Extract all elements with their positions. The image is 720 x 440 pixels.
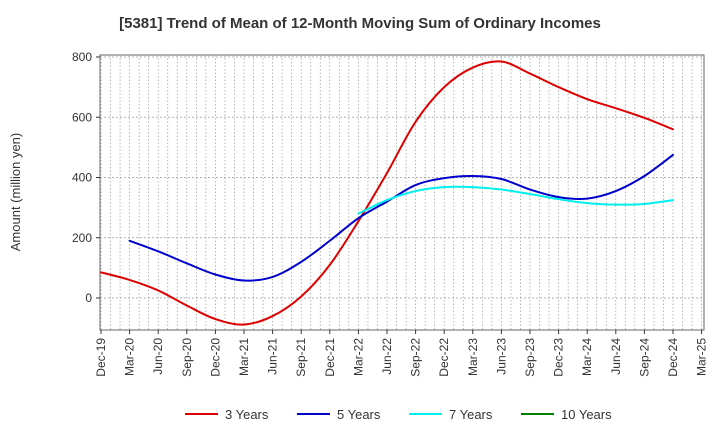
y-tick-label: 400 <box>72 171 92 185</box>
x-tick-label: Dec-20 <box>208 338 222 377</box>
chart-title: [5381] Trend of Mean of 12-Month Moving … <box>119 15 601 32</box>
legend-label: 7 Years <box>449 407 493 422</box>
x-tick-label: Sep-24 <box>637 338 651 377</box>
x-tick-label: Mar-23 <box>466 338 480 376</box>
x-tick-label: Jun-24 <box>609 338 623 375</box>
y-tick-label: 0 <box>85 291 92 305</box>
legend-item-5-years: 5 Years <box>297 407 381 422</box>
x-tick-label: Jun-23 <box>494 338 508 375</box>
x-tick-label: Dec-21 <box>323 338 337 377</box>
x-tick-label: Jun-20 <box>151 338 165 375</box>
legend-item-10-years: 10 Years <box>521 407 612 422</box>
x-tick-label: Mar-25 <box>695 338 709 376</box>
x-tick-label: Mar-24 <box>580 338 594 376</box>
x-tick-label: Mar-20 <box>123 338 137 376</box>
x-tick-label: Jun-21 <box>266 338 280 375</box>
x-tick-label: Dec-24 <box>666 338 680 377</box>
y-tick-label: 200 <box>72 231 92 245</box>
y-tick-label: 800 <box>72 50 92 64</box>
x-tick-label: Sep-23 <box>523 338 537 377</box>
x-tick-label: Mar-22 <box>351 338 365 376</box>
x-tick-label: Sep-21 <box>294 338 308 377</box>
x-tick-label: Dec-22 <box>437 338 451 377</box>
legend-item-7-years: 7 Years <box>409 407 493 422</box>
legend-label: 10 Years <box>561 407 612 422</box>
x-tick-label: Sep-20 <box>180 338 194 377</box>
legend-label: 5 Years <box>337 407 381 422</box>
series-line-7-years <box>357 185 674 215</box>
x-tick-label: Sep-22 <box>409 338 423 377</box>
y-axis-label: Amount (million yen) <box>8 133 23 252</box>
legend-item-3-years: 3 Years <box>185 407 269 422</box>
y-tick-label: 600 <box>72 110 92 124</box>
x-tick-label: Dec-19 <box>94 338 108 377</box>
series-line-3-years <box>100 60 674 326</box>
series-line-5-years <box>128 153 674 282</box>
x-tick-label: Dec-23 <box>552 338 566 377</box>
legend-label: 3 Years <box>225 407 269 422</box>
x-tick-label: Mar-21 <box>237 338 251 376</box>
x-tick-label: Jun-22 <box>380 338 394 375</box>
